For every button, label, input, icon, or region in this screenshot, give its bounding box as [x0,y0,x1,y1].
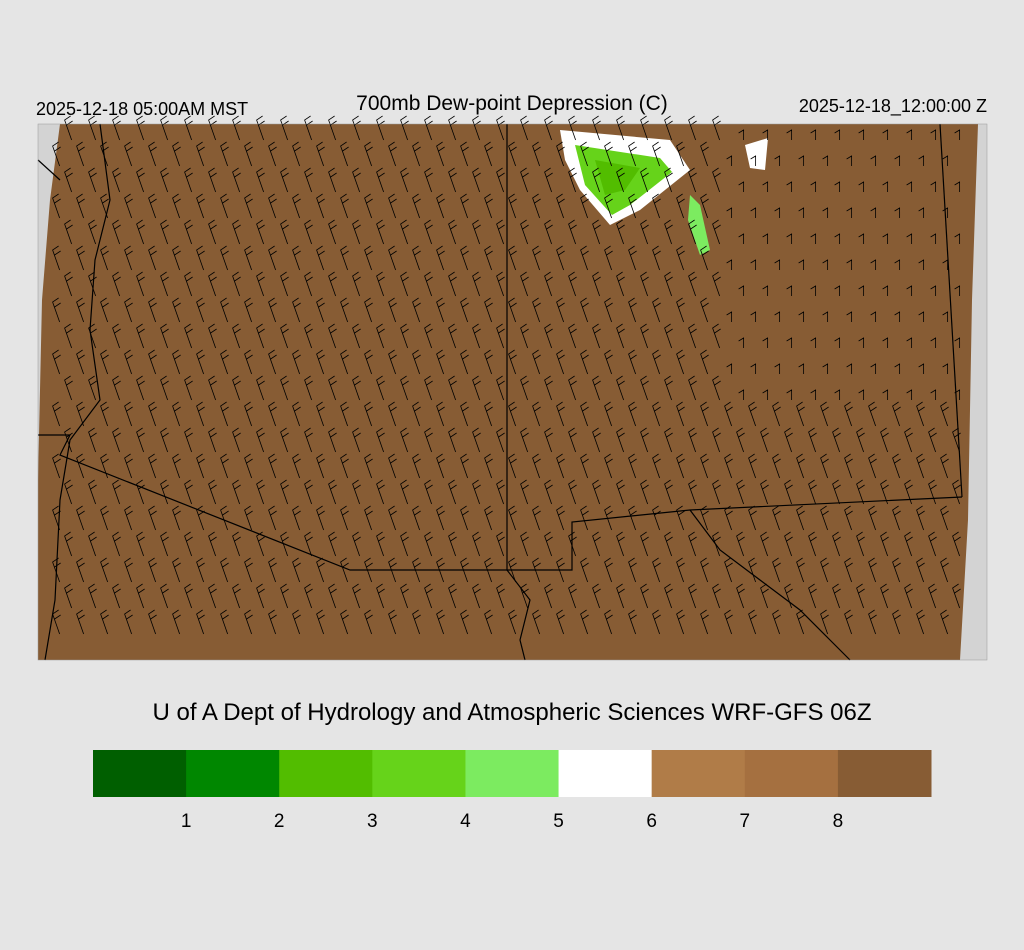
colorbar-label: 6 [646,811,657,832]
dewpoint-field [38,124,978,660]
valid-local-time: 2025-12-18 05:00AM MST [36,99,248,119]
color-swatch [651,750,746,797]
colorbar-label: 7 [739,811,750,832]
colorbar: 1 2 3 4 5 6 7 8 [93,750,932,832]
colorbar-label: 8 [833,811,844,832]
map-border [37,123,988,661]
colorbar-label: 2 [274,811,285,832]
color-swatch [744,750,839,797]
barb-set [52,115,961,635]
moist-patch [688,195,710,255]
state-borders [37,123,963,661]
colorbar-label: 5 [553,811,564,832]
coast-line [37,123,111,661]
color-swatch [279,750,373,797]
map-title: 700mb Dew-point Depression (C) [356,92,668,115]
moist-patch [745,138,768,170]
border-line [38,434,507,571]
border-line [939,123,963,498]
moist-core [595,160,640,195]
colorbar-label: 3 [367,811,378,832]
colorbar-label: 1 [181,811,192,832]
valid-utc-time: 2025-12-18_12:00:00 Z [799,96,987,117]
color-swatch [186,750,280,797]
color-swatch [372,750,466,797]
border-line [689,509,851,661]
wind-barbs [52,115,961,635]
color-swatch [558,750,653,797]
color-swatch [837,750,932,797]
border-line [506,569,531,661]
border-line [506,124,963,571]
colorbar-label: 4 [460,811,471,832]
credit: U of A Dept of Hydrology and Atmospheric… [153,699,872,726]
color-swatch [465,750,560,797]
color-swatch [93,750,187,797]
